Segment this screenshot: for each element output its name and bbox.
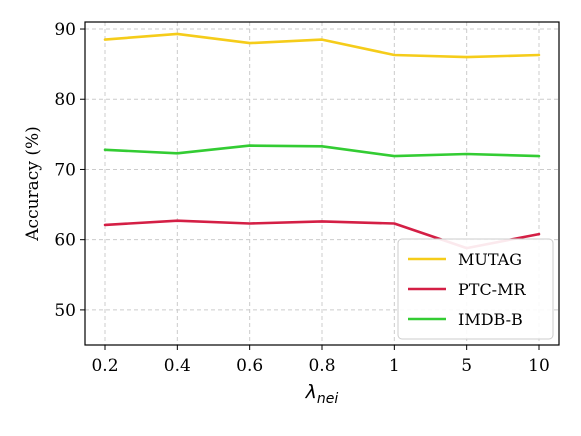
legend: MUTAG PTC-MR IMDB-B (397, 238, 554, 340)
x-tick-label: 0.2 (91, 356, 118, 376)
x-tick-label: 10 (528, 356, 550, 376)
x-axis-label: λnei (305, 381, 339, 407)
legend-label: PTC-MR (458, 280, 526, 299)
y-tick-label: 50 (54, 301, 76, 321)
series-line-mutag (103, 32, 541, 59)
x-tick-label: 0.6 (236, 356, 263, 376)
legend-label: MUTAG (458, 250, 522, 269)
x-tick-label: 0.4 (164, 356, 191, 376)
legend-box (397, 238, 554, 340)
legend-label: IMDB-B (458, 310, 523, 329)
y-tick-label: 90 (54, 20, 76, 40)
x-tick-label: 0.8 (308, 356, 335, 376)
y-axis-label: Accuracy (%) (23, 126, 43, 241)
x-axis-label-main: λ (305, 381, 317, 403)
x-axis-label-subscript: nei (317, 391, 338, 407)
y-tick-label: 60 (54, 231, 76, 251)
series-line-imdb-b (103, 144, 541, 158)
x-axis-ticks: 0.2 0.4 0.6 0.8 1 5 10 (91, 345, 550, 376)
y-tick-label: 70 (54, 160, 76, 180)
x-tick-label: 5 (461, 356, 472, 376)
y-axis-ticks: 50 60 70 80 90 (54, 20, 85, 321)
y-tick-label: 80 (54, 90, 76, 110)
x-tick-label: 1 (389, 356, 400, 376)
